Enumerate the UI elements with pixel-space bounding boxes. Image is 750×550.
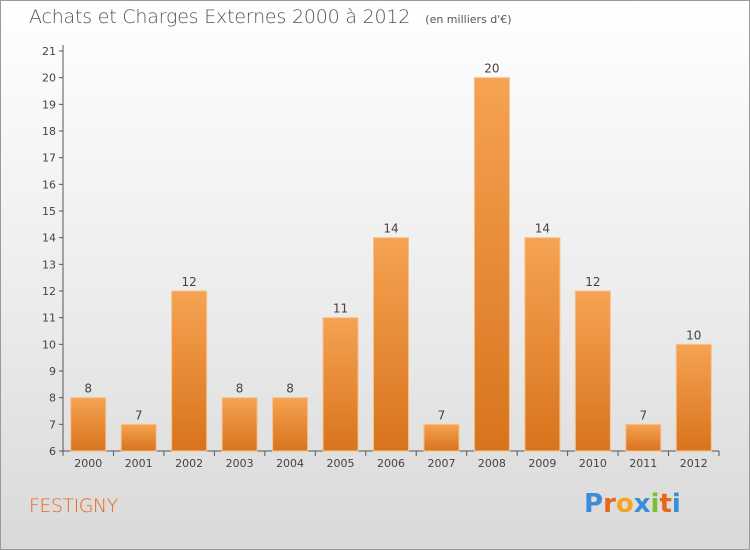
data-label-2008: 20 (484, 62, 499, 76)
y-tick-label: 8 (49, 392, 56, 405)
x-tick-label: 2004 (276, 457, 304, 470)
data-label-2005: 11 (333, 302, 348, 316)
y-tick-label: 6 (49, 445, 56, 458)
logo-letter: x (633, 489, 651, 519)
data-label-2011: 7 (639, 408, 647, 422)
bar-2012 (675, 343, 712, 452)
x-tick-label: 2001 (125, 457, 153, 470)
bar-2009 (524, 237, 561, 452)
bar-2000 (70, 397, 107, 452)
bar-2002 (171, 290, 208, 452)
y-tick-label: 12 (42, 285, 56, 298)
logo-letter: r (603, 489, 616, 519)
bar-2007 (423, 423, 460, 452)
x-tick-label: 2012 (680, 457, 708, 470)
y-tick-label: 7 (49, 418, 56, 431)
y-tick-label: 19 (42, 98, 56, 111)
x-tick-label: 2003 (226, 457, 254, 470)
data-label-2012: 10 (686, 328, 701, 342)
y-tick-label: 14 (42, 232, 56, 245)
y-tick-label: 13 (42, 258, 56, 271)
x-tick-label: 2010 (579, 457, 607, 470)
bar-2003 (221, 397, 258, 452)
data-label-2006: 14 (383, 222, 398, 236)
x-tick-label: 2011 (629, 457, 657, 470)
bar-2010 (574, 290, 611, 452)
bar-2004 (272, 397, 309, 452)
data-label-2001: 7 (135, 408, 143, 422)
y-tick-label: 9 (49, 365, 56, 378)
title-row: Achats et Charges Externes 2000 à 2012 (… (29, 6, 512, 28)
bar-2006 (373, 237, 409, 452)
y-tick-label: 18 (42, 125, 56, 138)
bar-2005 (322, 317, 359, 452)
proxiti-logo[interactable]: Proxiti (584, 489, 681, 519)
data-labels: 8 7 12 8 8 11 14 7 20 14 12 7 10 (84, 62, 701, 423)
logo-letter: o (615, 489, 634, 519)
x-tick-label: 2002 (175, 457, 203, 470)
bar-2011 (625, 423, 662, 452)
data-label-2000: 8 (84, 382, 92, 396)
data-label-2010: 12 (585, 275, 600, 289)
y-tick-label: 15 (42, 205, 56, 218)
x-tick-label: 2006 (377, 457, 405, 470)
data-label-2007: 7 (438, 408, 446, 422)
y-tick-label: 10 (42, 338, 56, 351)
x-tick-label: 2008 (478, 457, 506, 470)
bar-2008 (473, 77, 510, 452)
logo-letter: i (650, 489, 660, 519)
data-label-2002: 12 (182, 275, 197, 289)
y-tick-label: 21 (42, 45, 56, 58)
y-tick-label: 16 (42, 178, 56, 191)
bar-2001 (120, 423, 157, 452)
chart-subtitle: (en milliers d'€) (425, 13, 512, 26)
logo-letter: P (584, 489, 604, 519)
x-tick-label: 2009 (528, 457, 556, 470)
logo-letter: t (659, 489, 672, 519)
commune-name: FESTIGNY (29, 495, 118, 517)
chart-title: Achats et Charges Externes 2000 à 2012 (29, 6, 411, 28)
bars (70, 77, 712, 452)
y-tick-label: 20 (42, 72, 56, 85)
data-label-2004: 8 (286, 382, 294, 396)
y-tick-label: 11 (42, 312, 56, 325)
x-tick-label: 2005 (327, 457, 355, 470)
y-tick-label: 17 (42, 152, 56, 165)
x-tick-label: 2000 (74, 457, 102, 470)
data-label-2003: 8 (236, 382, 244, 396)
logo-letter: i (671, 489, 681, 519)
data-label-2009: 14 (535, 222, 550, 236)
x-tick-label: 2007 (427, 457, 455, 470)
